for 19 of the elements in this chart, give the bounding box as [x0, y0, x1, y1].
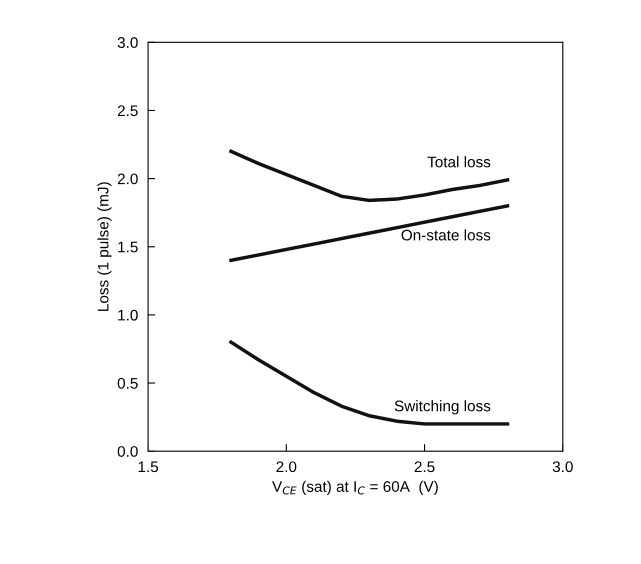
x-tick-label: 1.5	[138, 461, 158, 472]
x-tick-label: 2.5	[414, 461, 435, 472]
series-label: On-state loss	[402, 229, 490, 241]
line-series	[229, 150, 510, 202]
line-series	[229, 204, 510, 262]
y-tick-label: 2.0	[118, 173, 138, 184]
line-series	[229, 340, 510, 426]
series-label: Switching loss	[394, 400, 490, 414]
series-label: Total loss	[428, 156, 490, 168]
y-tick-label: 1.0	[118, 310, 138, 321]
x-tick-label: 3.0	[552, 461, 573, 472]
x-axis-title: V$_{CE}$ (sat) at I$_{C}$ = 60A (V)	[272, 480, 438, 495]
y-axis-title: Loss (1 pulse) (mJ)	[97, 182, 112, 311]
y-tick-label: 3.0	[118, 37, 138, 48]
y-tick-label: 1.5	[118, 242, 138, 252]
y-tick-label: 2.5	[118, 105, 138, 116]
y-tick-label: 0.0	[118, 446, 138, 457]
y-tick-label: 0.5	[118, 378, 138, 389]
x-tick-label: 2.0	[276, 461, 296, 472]
